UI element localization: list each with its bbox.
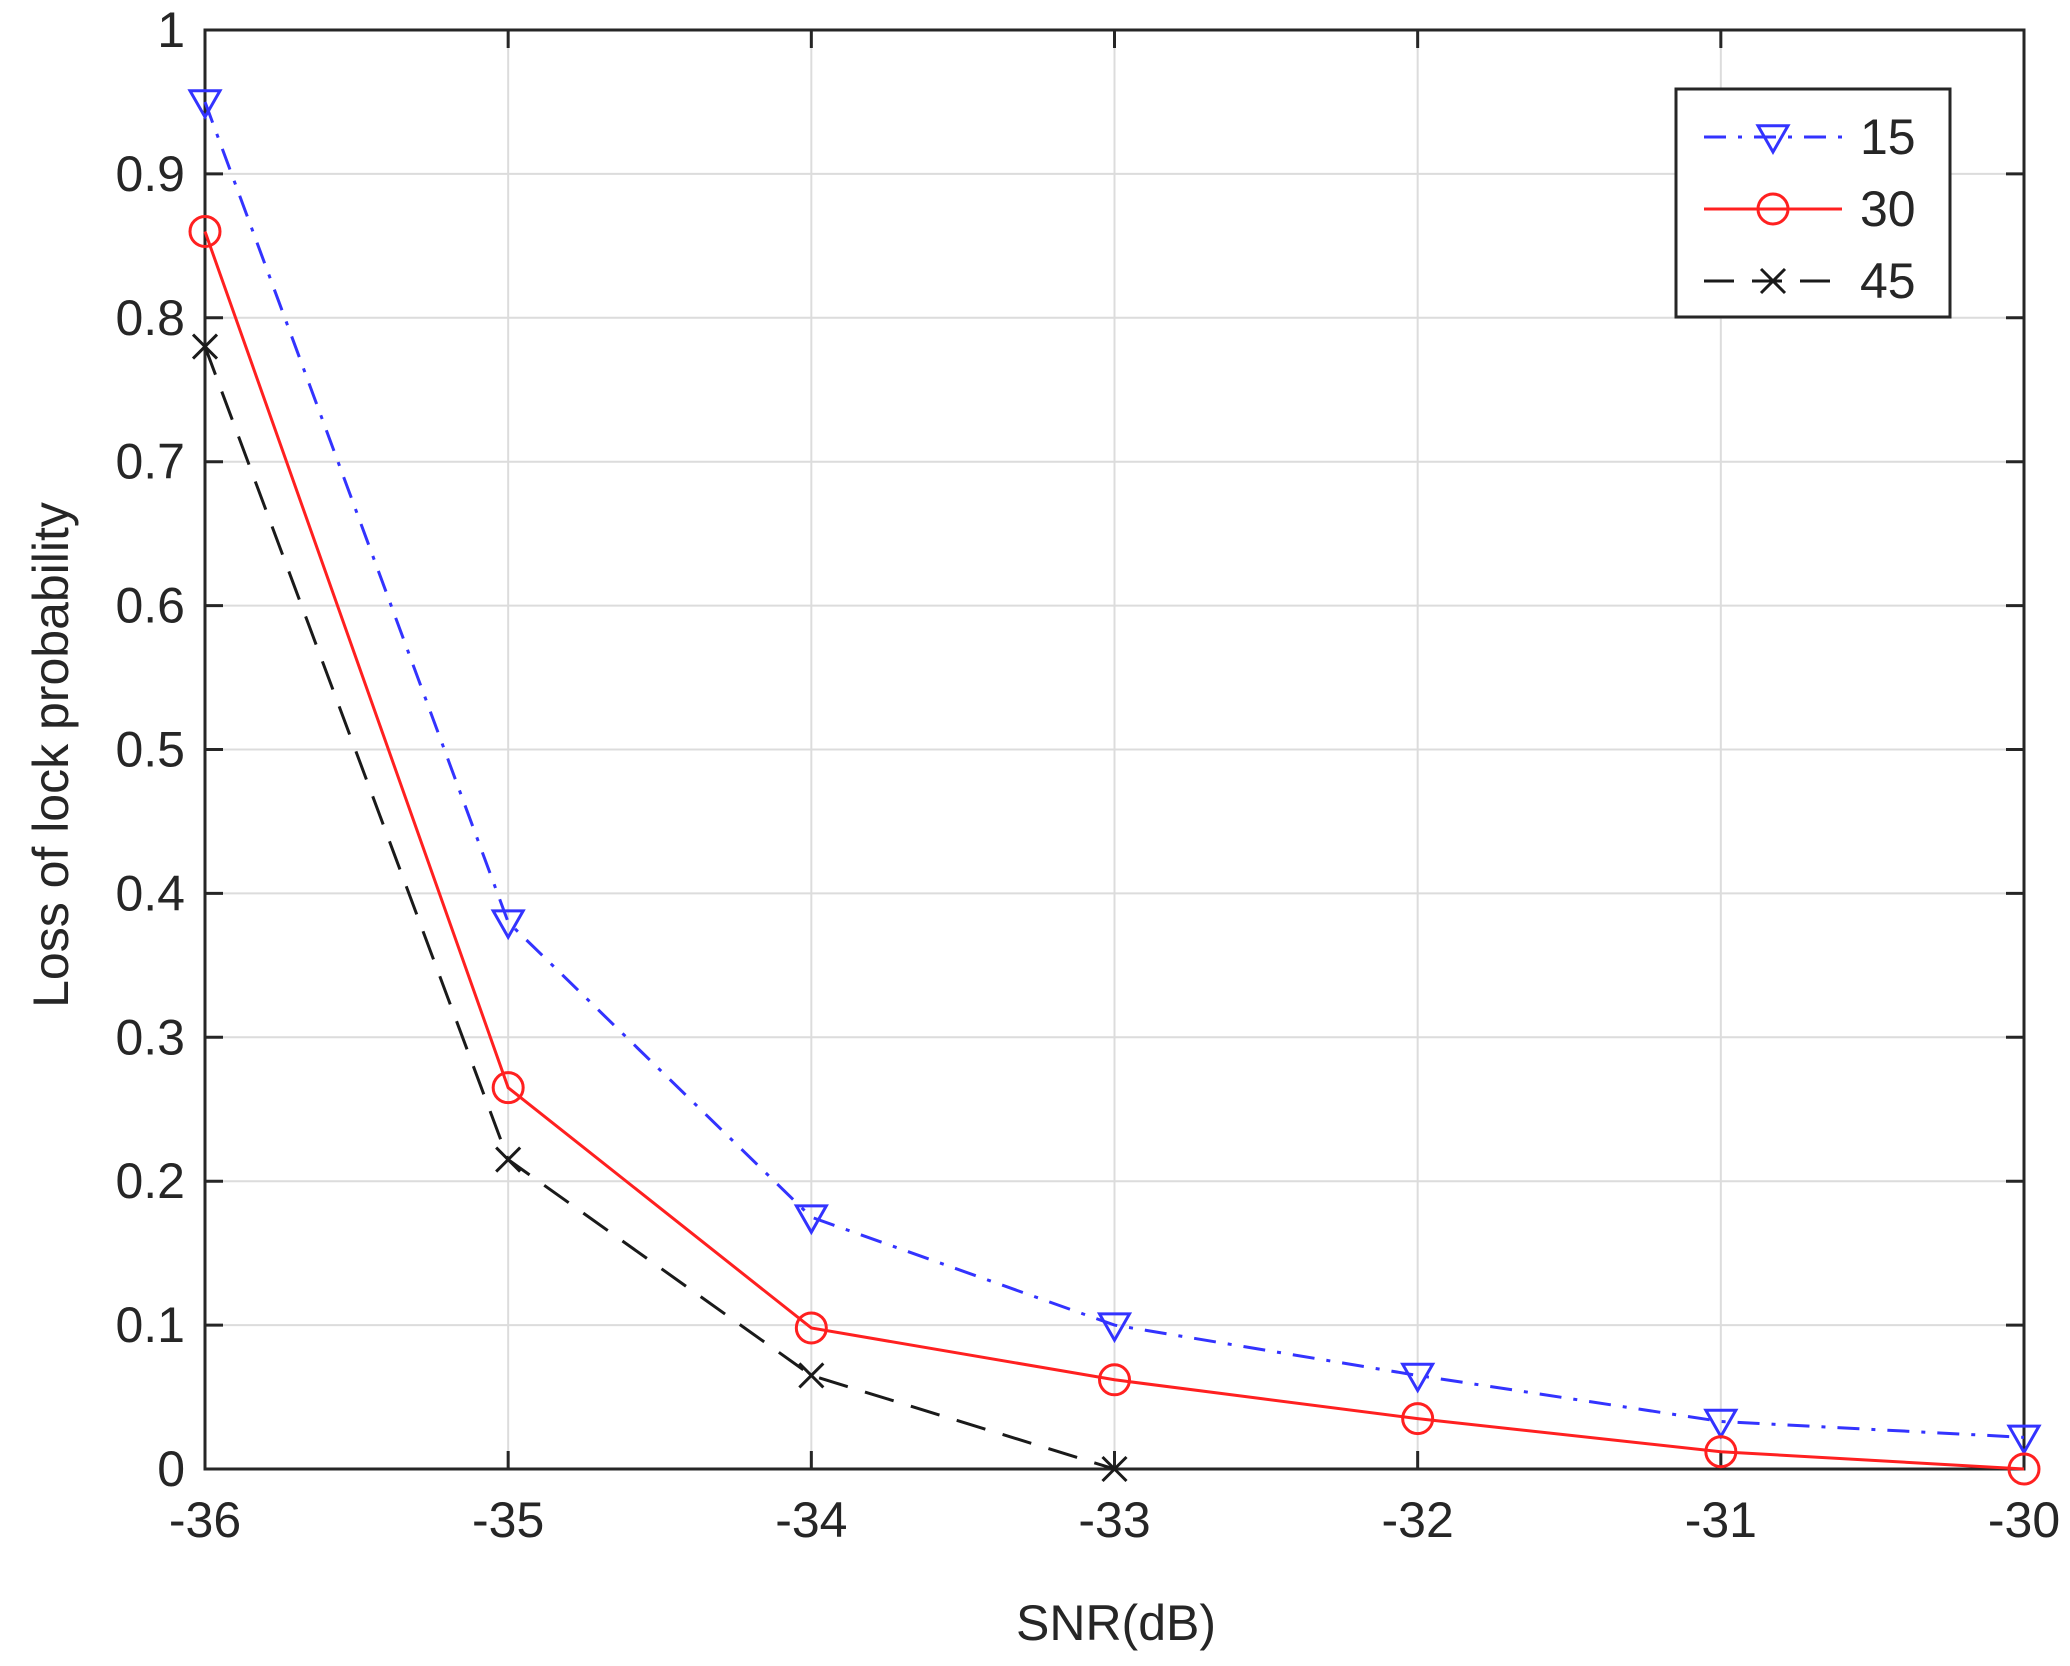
series-30 [188, 214, 2041, 1486]
y-tick-label: 1 [157, 2, 185, 58]
data-point-45 [495, 1146, 522, 1173]
x-tick-label: -34 [775, 1492, 847, 1548]
y-tick-label: 0.6 [115, 578, 185, 634]
data-point-30 [2007, 1452, 2041, 1486]
legend-box [1674, 87, 1952, 319]
data-point-45 [798, 1362, 825, 1389]
data-point-15 [793, 1204, 829, 1236]
data-point-30 [188, 214, 222, 248]
x-tick-label: -35 [472, 1492, 544, 1548]
x-tick-label: -36 [169, 1492, 241, 1548]
data-point-15 [1096, 1312, 1133, 1344]
marker-stroke [495, 1146, 522, 1173]
marker-stroke [1759, 267, 1787, 295]
data-point-15 [187, 89, 223, 120]
y-tick-label: 0.5 [115, 722, 185, 778]
y-tick-label: 0.2 [115, 1153, 185, 1209]
marker-stroke [191, 333, 219, 360]
data-point-15 [490, 909, 526, 941]
series-line-30 [203, 230, 2025, 1471]
x-tick-label: -33 [1078, 1492, 1150, 1548]
x-tick-label: -30 [1988, 1492, 2060, 1548]
y-tick-label: 0.8 [115, 290, 185, 346]
y-tick-label: 0.9 [115, 146, 185, 202]
data-point-45 [191, 333, 219, 360]
data-point-30 [1098, 1363, 1131, 1397]
series-layer [187, 89, 2042, 1486]
legend-label: 45 [1860, 253, 1916, 309]
data-point-15 [1400, 1362, 1436, 1394]
data-point-30 [1704, 1435, 1738, 1469]
marker-stroke [1101, 1455, 1128, 1483]
data-point-45 [1101, 1455, 1128, 1483]
series-line-45 [203, 346, 1115, 1471]
x-tick-label: -31 [1685, 1492, 1757, 1548]
y-tick-label: 0 [157, 1441, 185, 1497]
y-tick-label: 0.7 [115, 434, 185, 490]
data-point-15 [2006, 1424, 2042, 1456]
legend-marker [1759, 267, 1787, 295]
data-point-30 [491, 1071, 525, 1105]
x-axis-label: SNR(dB) [1016, 1595, 1216, 1651]
y-tick-label: 0.3 [115, 1009, 185, 1065]
y-axis-label: Loss of lock probability [23, 502, 79, 1008]
series-45 [191, 333, 1128, 1483]
series-15 [187, 89, 2042, 1456]
series-line-15 [203, 101, 2025, 1439]
legend-label: 15 [1860, 109, 1916, 165]
labels: SNR(dB) Loss of lock probability [23, 502, 1216, 1651]
data-point-15 [1703, 1408, 1739, 1440]
legend-entry-15: 15 [1704, 109, 1916, 165]
legend-marker [1755, 124, 1791, 156]
legend: 15 30 45 [1674, 87, 1952, 319]
legend-label: 30 [1860, 181, 1916, 237]
x-tick-label: -32 [1382, 1492, 1454, 1548]
axes: -36 -35 -34 -33 -32 -31 -30 0 0.1 0.2 0.3 0.4 0.5 0.6… [115, 2, 2060, 1548]
legend-entry-30: 30 [1704, 181, 1916, 237]
marker-stroke [798, 1362, 825, 1389]
legend-entry-45: 45 [1704, 253, 1916, 309]
data-point-30 [794, 1311, 828, 1345]
y-tick-label: 0.1 [115, 1297, 185, 1353]
legend-marker [1756, 192, 1790, 226]
data-point-30 [1401, 1402, 1435, 1436]
y-tick-label: 0.4 [115, 865, 185, 921]
